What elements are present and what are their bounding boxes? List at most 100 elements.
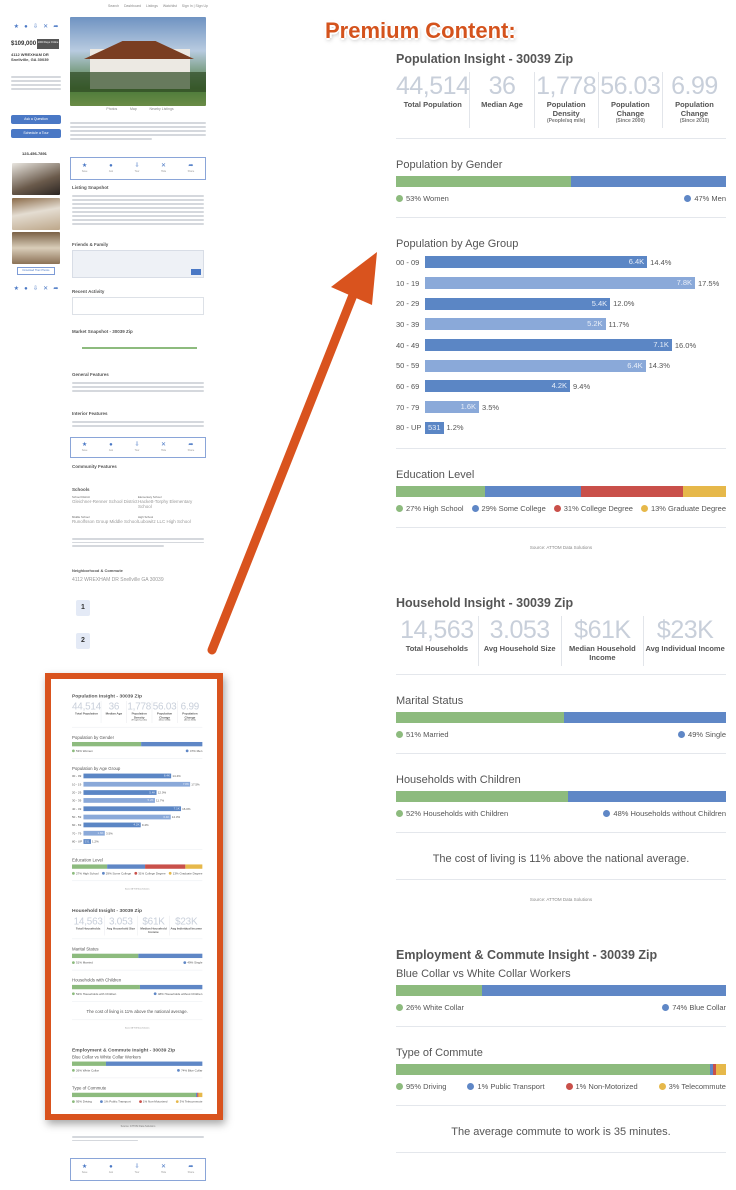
hide-icon[interactable]: ✕ — [43, 24, 49, 30]
footer-action-bar: ★ Save ● Ask ⇩ Tour ✕ Hide ➦ Share — [70, 1158, 206, 1181]
ask-question-button[interactable]: Ask a Question — [11, 115, 61, 124]
ask-icon[interactable]: ● Ask — [108, 162, 114, 173]
stat-card: $61K Median Household Income — [137, 915, 171, 936]
section-subtitle: Education Level — [72, 857, 103, 863]
age-range-label: 00 - 09 — [396, 257, 420, 267]
stacked-bar — [72, 953, 203, 959]
age-range-label: 30 - 39 — [72, 798, 82, 803]
stat-value: $61K — [142, 915, 165, 927]
interior-photo[interactable] — [12, 232, 60, 264]
nav-sign-in[interactable]: Sign In | Sign Up — [181, 4, 208, 8]
tour-icon[interactable]: ⇩ — [32, 24, 38, 30]
save-icon[interactable]: ★ Save — [81, 162, 88, 173]
age-bar: 531 — [425, 421, 444, 434]
legend-dot-icon — [396, 195, 403, 202]
download-photos-button[interactable]: Download Their Photos — [17, 267, 55, 275]
schedule-tour-button[interactable]: Schedule a Tour — [11, 129, 61, 138]
comment-box[interactable] — [72, 250, 204, 278]
legend-dot-icon — [72, 961, 75, 965]
ask-icon[interactable]: ● Ask — [108, 1163, 114, 1174]
stat-sublabel: (Since 2010) — [184, 719, 196, 722]
stat-value: 1,778 — [536, 72, 597, 100]
interior-photo[interactable] — [12, 163, 60, 195]
save-icon[interactable]: ★ — [13, 286, 19, 292]
nav-listings[interactable]: Listings — [146, 4, 158, 8]
schools-heading: Schools — [72, 487, 90, 492]
bar-segment — [185, 864, 203, 869]
share-icon[interactable]: ➦ — [53, 286, 59, 292]
bar-segment — [396, 1064, 710, 1076]
legend-label: 53% Women — [75, 749, 93, 753]
save-icon[interactable]: ★ — [13, 24, 19, 30]
bar-segment — [485, 486, 581, 498]
share-icon[interactable]: ➦ — [53, 24, 59, 30]
legend-label: 48% Households without Children — [613, 809, 726, 819]
top-nav: Search Dashboard Listings Watchlist Sign… — [108, 4, 208, 8]
sidebar-action-bar: ★ ● ⇩ ✕ ➦ — [11, 20, 61, 34]
legend-dot-icon — [396, 810, 403, 818]
age-pct-label: 16.0% — [182, 806, 191, 811]
hide-icon[interactable]: ✕ — [43, 286, 49, 292]
legend-item: 3% Telecommute — [175, 1100, 202, 1103]
phone-number: 123-456-7891 — [22, 151, 47, 156]
age-bar: 531 — [83, 839, 91, 844]
arrow-head — [331, 252, 377, 305]
legend-label: 27% High School — [406, 504, 464, 514]
section-subtitle: Population by Age Group — [72, 766, 121, 772]
age-pct-label: 14.4% — [172, 774, 181, 778]
age-pct-label: 12.0% — [157, 790, 167, 795]
legend-item: 1% Non-Motorized — [565, 1082, 638, 1092]
save-icon[interactable]: ★ Save — [81, 1163, 88, 1174]
hide-icon[interactable]: ✕ Hide — [160, 162, 167, 173]
age-bar: 5.2K — [425, 318, 606, 331]
stat-card: 3.053 Avg Household Size — [479, 616, 562, 667]
population-insight-title: Population Insight - 30039 Zip — [396, 52, 574, 66]
recent-activity-heading: Recent Activity — [72, 289, 105, 294]
bar-segment — [72, 984, 140, 990]
stat-card: 3.053 Avg Household Size — [105, 915, 138, 936]
divider — [396, 527, 726, 529]
stacked-bar — [396, 176, 726, 187]
legend-label: 49% Single — [688, 730, 726, 740]
tab-photos[interactable]: Photos — [106, 107, 118, 111]
house-photo[interactable] — [70, 17, 206, 106]
ask-icon[interactable]: ● Ask — [108, 441, 114, 452]
bar-segment — [396, 791, 568, 803]
age-pct-label: 3.5% — [105, 831, 113, 836]
share-icon[interactable]: ➦ Share — [187, 441, 195, 452]
interior-photo[interactable] — [12, 198, 60, 230]
share-icon[interactable]: ➦ Share — [187, 1163, 195, 1174]
section-subtitle: Population by Age Group — [396, 238, 519, 250]
legend: 51% Married 49% Single — [72, 961, 202, 965]
legend-dot-icon — [101, 872, 105, 875]
school-district: School District Gleichner-Renner School D… — [72, 495, 138, 504]
tab-map[interactable]: Map — [129, 107, 137, 111]
ask-icon[interactable]: ● — [24, 24, 28, 30]
hide-icon[interactable]: ✕ Hide — [160, 441, 167, 452]
nav-dashboard[interactable]: Dashboard — [124, 4, 142, 8]
tour-icon[interactable]: ⇩ Tour — [134, 441, 140, 452]
interior-features-table — [72, 419, 204, 429]
tab-nearby[interactable]: Nearby Listings — [149, 107, 174, 111]
share-icon[interactable]: ➦ Share — [187, 162, 195, 173]
tour-icon[interactable]: ⇩ — [32, 286, 38, 292]
bar-segment — [396, 985, 482, 997]
age-pct-label: 1.2% — [91, 839, 99, 844]
nav-search[interactable]: Search — [108, 4, 120, 8]
legend-dot-icon — [396, 1004, 403, 1012]
divider — [396, 879, 726, 881]
bar-segment — [570, 176, 726, 187]
legend-label: 1% Non-Motorized — [575, 1082, 638, 1092]
ask-icon[interactable]: ● — [24, 286, 28, 292]
stat-sublabel: (People/sq mile) — [547, 118, 586, 124]
nav-watchlist[interactable]: Watchlist — [162, 4, 177, 8]
hide-icon[interactable]: ✕ Hide — [160, 1163, 167, 1174]
section-subtitle: Population by Gender — [72, 735, 115, 741]
tour-icon[interactable]: ⇩ Tour — [134, 1163, 140, 1174]
sidebar-action-bar-bottom: ★ ● ⇩ ✕ ➦ — [11, 283, 61, 295]
age-row: 80 - UP 531 1.2% — [396, 418, 726, 439]
save-icon[interactable]: ★ Save — [81, 441, 88, 452]
address-line2: Snellville, GA 30039 — [11, 57, 49, 62]
age-pct-label: 14.4% — [650, 257, 672, 267]
tour-icon[interactable]: ⇩ Tour — [134, 162, 140, 173]
